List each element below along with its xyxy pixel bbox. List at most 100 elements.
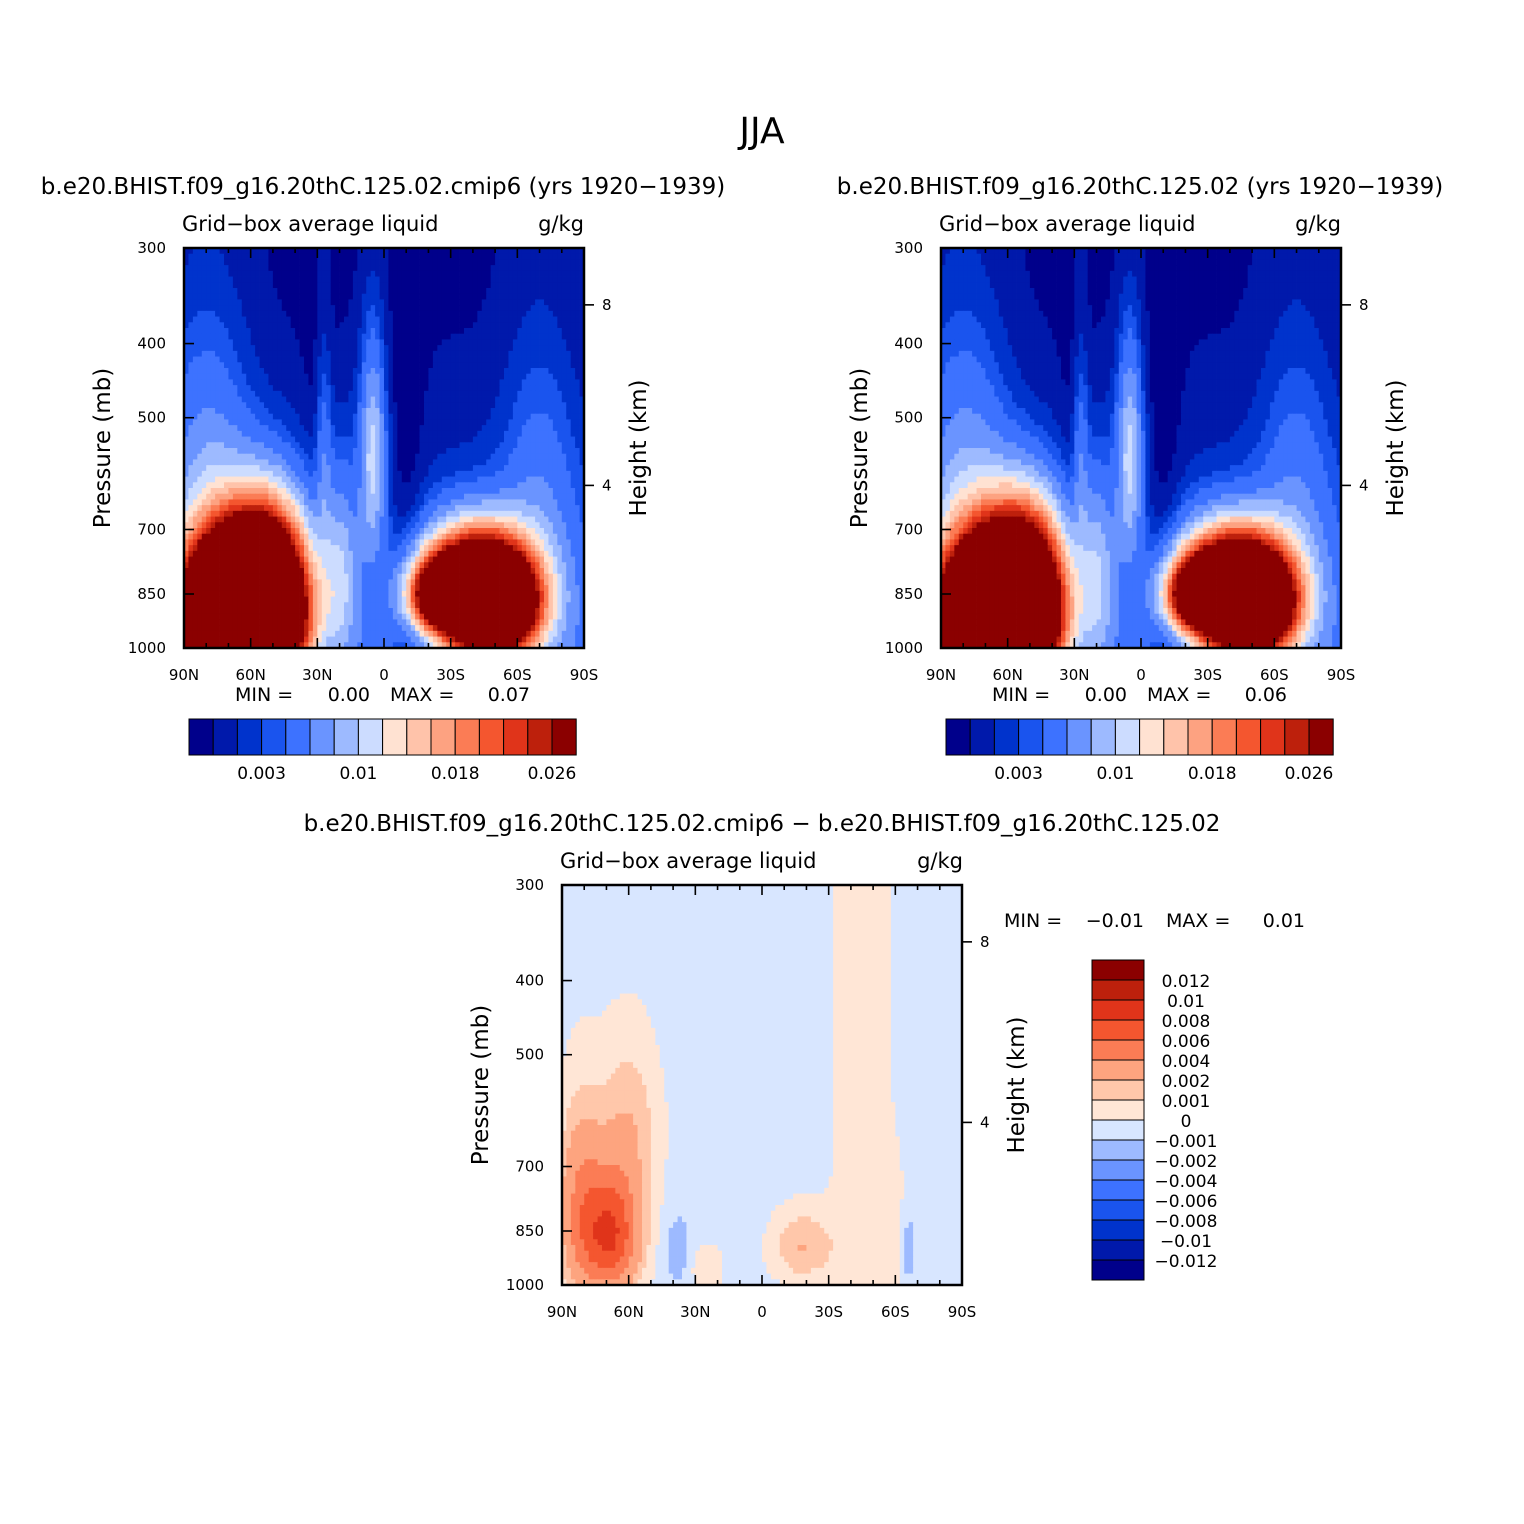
field-cell — [300, 277, 305, 283]
field-cell — [308, 334, 313, 340]
field-cell — [188, 317, 193, 323]
field-cell — [264, 299, 269, 305]
field-cell — [513, 265, 518, 271]
field-cell — [491, 265, 496, 271]
field-cell — [508, 254, 513, 260]
field-cell — [308, 322, 313, 328]
field-cell — [313, 311, 318, 317]
field-cell — [268, 322, 273, 328]
field-cell — [317, 271, 322, 277]
field-cell — [482, 259, 487, 265]
field-cell — [491, 305, 496, 311]
field-cell — [491, 282, 496, 288]
field-cell — [406, 311, 411, 317]
field-cell — [344, 271, 349, 277]
field-cell — [197, 317, 202, 323]
field-cell — [304, 322, 309, 328]
field-cell — [228, 305, 233, 311]
field-cell — [548, 317, 553, 323]
field-cell — [522, 277, 527, 283]
field-cell — [464, 265, 469, 271]
field-cell — [495, 305, 500, 311]
field-cell — [353, 254, 358, 260]
field-cell — [562, 317, 567, 323]
field-cell — [304, 311, 309, 317]
field-cell — [286, 322, 291, 328]
field-cell — [362, 259, 367, 265]
field-cell — [557, 277, 562, 283]
field-cell — [504, 334, 509, 340]
field-cell — [464, 288, 469, 294]
field-cell — [433, 288, 438, 294]
field-cell — [277, 265, 282, 271]
field-cell — [193, 328, 198, 334]
field-cell — [371, 288, 376, 294]
field-cell — [371, 317, 376, 323]
field-cell — [233, 334, 238, 340]
field-cell — [220, 317, 225, 323]
field-cell — [193, 259, 198, 265]
field-cell — [482, 317, 487, 323]
field-cell — [282, 322, 287, 328]
field-cell — [335, 317, 340, 323]
field-cell — [513, 271, 518, 277]
field-cell — [228, 271, 233, 277]
field-cell — [473, 322, 478, 328]
field-cell — [491, 328, 496, 334]
field-cell — [375, 271, 380, 277]
field-cell — [233, 294, 238, 300]
field-cell — [522, 334, 527, 340]
field-cell — [460, 311, 465, 317]
field-cell — [300, 254, 305, 260]
field-cell — [375, 334, 380, 340]
field-cell — [348, 334, 353, 340]
field-cell — [482, 294, 487, 300]
field-cell — [437, 265, 442, 271]
field-cell — [531, 322, 536, 328]
field-cell — [553, 271, 558, 277]
field-cell — [202, 334, 207, 340]
field-cell — [455, 305, 460, 311]
field-cell — [264, 322, 269, 328]
field-cell — [202, 271, 207, 277]
field-cell — [406, 259, 411, 265]
field-cell — [526, 328, 531, 334]
field-cell — [531, 294, 536, 300]
field-cell — [215, 259, 220, 265]
field-cell — [473, 254, 478, 260]
field-cell — [362, 254, 367, 260]
field-cell — [197, 322, 202, 328]
field-cell — [188, 282, 193, 288]
field-cell — [455, 311, 460, 317]
field-cell — [326, 265, 331, 271]
field-cell — [415, 271, 420, 277]
field-cell — [331, 334, 336, 340]
field-cell — [291, 288, 296, 294]
field-cell — [553, 322, 558, 328]
field-cell — [500, 299, 505, 305]
field-cell — [411, 317, 416, 323]
field-cell — [224, 322, 229, 328]
field-cell — [557, 265, 562, 271]
field-cell — [224, 334, 229, 340]
field-cell — [384, 271, 389, 277]
field-cell — [428, 259, 433, 265]
field-cell — [366, 271, 371, 277]
field-cell — [300, 299, 305, 305]
field-cell — [411, 311, 416, 317]
field-cell — [446, 311, 451, 317]
field-cell — [255, 271, 260, 277]
field-cell — [513, 288, 518, 294]
field-cell — [322, 282, 327, 288]
field-cell — [242, 311, 247, 317]
field-cell — [331, 328, 336, 334]
field-cell — [491, 294, 496, 300]
field-cell — [491, 259, 496, 265]
field-cell — [353, 322, 358, 328]
field-cell — [575, 317, 580, 323]
field-cell — [420, 277, 425, 283]
field-cell — [326, 288, 331, 294]
field-cell — [268, 294, 273, 300]
field-cell — [326, 311, 331, 317]
field-cell — [562, 305, 567, 311]
